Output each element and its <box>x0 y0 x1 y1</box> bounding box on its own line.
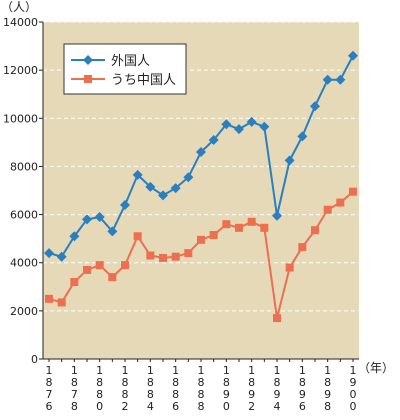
y-tick-label: 8000 <box>10 160 38 173</box>
legend-marker-chinese <box>84 75 92 83</box>
data-point <box>322 74 333 85</box>
data-point <box>121 261 129 270</box>
data-point <box>336 198 345 207</box>
data-point <box>235 223 243 232</box>
x-unit-label: （年） <box>358 361 394 375</box>
data-point <box>56 251 67 262</box>
data-point <box>132 169 143 180</box>
legend-label-chinese: うち中国人 <box>111 73 176 88</box>
data-point <box>209 231 218 240</box>
legend: 外国人 うち中国人 <box>63 43 187 95</box>
data-point <box>298 243 307 252</box>
y-tick-label: 12000 <box>3 64 38 77</box>
data-point <box>221 119 232 130</box>
data-point <box>82 214 92 225</box>
data-point <box>273 314 281 323</box>
data-point <box>222 220 231 229</box>
data-point <box>272 210 282 221</box>
data-point <box>170 183 181 194</box>
y-unit-label: （人） <box>1 0 37 14</box>
data-point <box>297 131 308 142</box>
data-point <box>184 249 193 258</box>
y-tick-label: 2000 <box>10 305 38 318</box>
data-point <box>133 232 142 241</box>
data-point <box>196 146 206 157</box>
data-point <box>197 235 205 244</box>
data-point <box>171 252 180 261</box>
data-point <box>247 217 256 226</box>
series-chinese <box>45 187 357 323</box>
y-tick-label: 6000 <box>10 209 38 222</box>
data-point <box>348 50 358 61</box>
data-point <box>158 190 168 201</box>
data-point <box>70 277 79 286</box>
y-tick-label: 4000 <box>10 257 38 270</box>
data-point <box>349 187 357 196</box>
data-point <box>57 298 66 307</box>
y-tick-label: 0 <box>31 353 38 366</box>
data-point <box>310 101 320 112</box>
data-point <box>94 211 105 222</box>
data-point <box>260 223 269 232</box>
series-foreigners <box>44 50 358 262</box>
data-point <box>83 265 91 274</box>
data-point <box>95 261 104 270</box>
data-point <box>259 121 270 132</box>
data-point <box>145 181 156 192</box>
data-point <box>335 74 346 85</box>
legend-label-foreigners: 外国人 <box>111 54 150 69</box>
legend-box <box>63 43 187 95</box>
data-point <box>208 134 219 145</box>
data-point <box>234 124 244 135</box>
data-point <box>69 231 80 242</box>
y-tick-label: 10000 <box>3 112 38 125</box>
data-point <box>183 172 194 183</box>
data-point <box>285 263 294 272</box>
data-point <box>284 155 295 166</box>
data-point <box>120 199 130 210</box>
legend-marker-foreigners <box>83 55 93 65</box>
data-point <box>311 226 319 235</box>
data-point <box>159 253 167 262</box>
y-tick-label: 14000 <box>3 16 38 29</box>
data-point <box>45 294 53 303</box>
data-point <box>246 116 257 127</box>
data-point <box>146 251 155 260</box>
data-point <box>107 226 118 237</box>
data-point <box>108 273 117 282</box>
data-point <box>323 205 332 214</box>
data-point <box>44 248 54 259</box>
